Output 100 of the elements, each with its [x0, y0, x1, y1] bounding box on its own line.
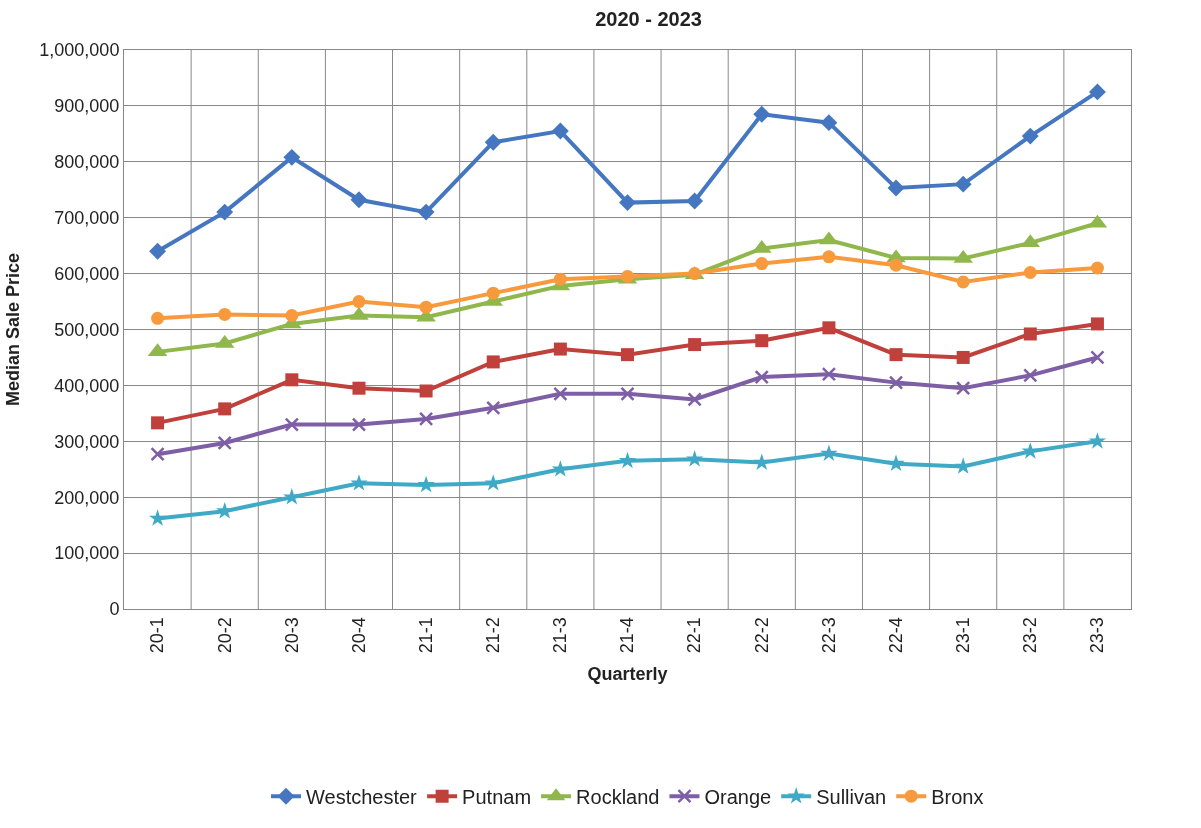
point [419, 300, 433, 314]
point [688, 267, 702, 281]
point [417, 203, 435, 221]
x-tick-label: 21-3 [550, 617, 571, 654]
point [1090, 261, 1104, 275]
point [687, 392, 702, 407]
legend-label: Rockland [576, 786, 660, 808]
y-tick-label: 400,000 [54, 375, 120, 396]
point [1090, 350, 1105, 365]
point [285, 309, 299, 323]
point [218, 307, 232, 321]
point [619, 194, 636, 212]
point [753, 453, 771, 470]
x-tick-label: 22-2 [751, 617, 772, 654]
point [1090, 317, 1104, 331]
point [620, 386, 635, 402]
point [889, 258, 903, 272]
point [621, 269, 634, 283]
point [352, 295, 366, 309]
point [1023, 265, 1037, 279]
point [686, 192, 704, 210]
point [418, 411, 434, 427]
point [149, 242, 167, 260]
point [284, 417, 300, 432]
x-tick-label: 23-2 [1020, 617, 1041, 654]
x-tick-label: 20-2 [214, 617, 235, 654]
point [754, 369, 770, 385]
x-tick-label: 21-1 [415, 617, 436, 654]
point [551, 122, 569, 140]
y-tick-label: 0 [109, 599, 120, 620]
point [820, 444, 838, 461]
x-tick-label: 23-1 [953, 617, 974, 654]
point [285, 373, 299, 387]
y-tick-label: 200,000 [54, 487, 120, 508]
point [151, 416, 165, 430]
x-tick-label: 22-4 [885, 617, 906, 654]
point [755, 334, 769, 348]
y-tick-label: 800,000 [54, 152, 120, 173]
x-axis-title: Quarterly [587, 664, 668, 685]
y-tick-label: 100,000 [54, 543, 120, 564]
point [1021, 442, 1039, 459]
x-tick-label: 20-4 [348, 617, 369, 654]
point [484, 133, 502, 151]
point [688, 338, 702, 352]
point [350, 191, 368, 209]
point [217, 435, 232, 451]
point [954, 175, 972, 193]
point [553, 342, 567, 356]
point [1023, 327, 1037, 341]
point [351, 417, 367, 432]
point [352, 381, 366, 395]
point [821, 366, 837, 382]
point [887, 454, 905, 472]
point [820, 114, 838, 132]
point [283, 148, 301, 166]
legend-label: Sullivan [816, 786, 887, 808]
point [150, 446, 165, 462]
point [486, 286, 500, 300]
x-tick-label: 20-1 [147, 617, 168, 654]
legend-label: Westchester [306, 786, 418, 808]
x-tick-label: 23-3 [1087, 617, 1108, 654]
x-tick-label: 22-3 [818, 617, 839, 654]
point [956, 275, 970, 289]
y-tick-label: 700,000 [54, 208, 120, 228]
point [553, 386, 568, 402]
point [151, 311, 165, 325]
point [216, 203, 234, 221]
point [819, 231, 839, 245]
point [553, 272, 567, 286]
point [350, 474, 368, 491]
x-tick-label: 21-4 [617, 617, 638, 654]
x-tick-label: 22-1 [684, 617, 705, 654]
point [417, 475, 435, 493]
point [1088, 432, 1107, 449]
y-tick-label: 600,000 [54, 263, 120, 284]
point [955, 380, 971, 396]
chart-title: 2020 - 2023 [595, 8, 702, 31]
point [889, 348, 903, 362]
point [887, 179, 905, 197]
point [822, 250, 836, 264]
y-tick-label: 300,000 [54, 431, 120, 452]
legend-label: Bronx [931, 786, 984, 808]
point [1021, 127, 1039, 145]
point [755, 257, 769, 271]
point [485, 400, 501, 416]
point [486, 355, 500, 369]
y-tick-label: 500,000 [54, 319, 120, 340]
y-tick-label: 900,000 [54, 96, 120, 117]
point [753, 105, 771, 123]
point [1023, 368, 1038, 383]
y-axis-title: Median Sale Price [2, 252, 23, 407]
legend-label: Putnam [462, 786, 532, 808]
point [551, 460, 570, 477]
point [148, 509, 167, 526]
point [888, 375, 904, 390]
x-tick-label: 21-2 [483, 617, 504, 654]
point [218, 402, 232, 416]
point [621, 348, 634, 362]
point [956, 350, 970, 364]
y-tick-label: 1,000,000 [39, 40, 120, 61]
